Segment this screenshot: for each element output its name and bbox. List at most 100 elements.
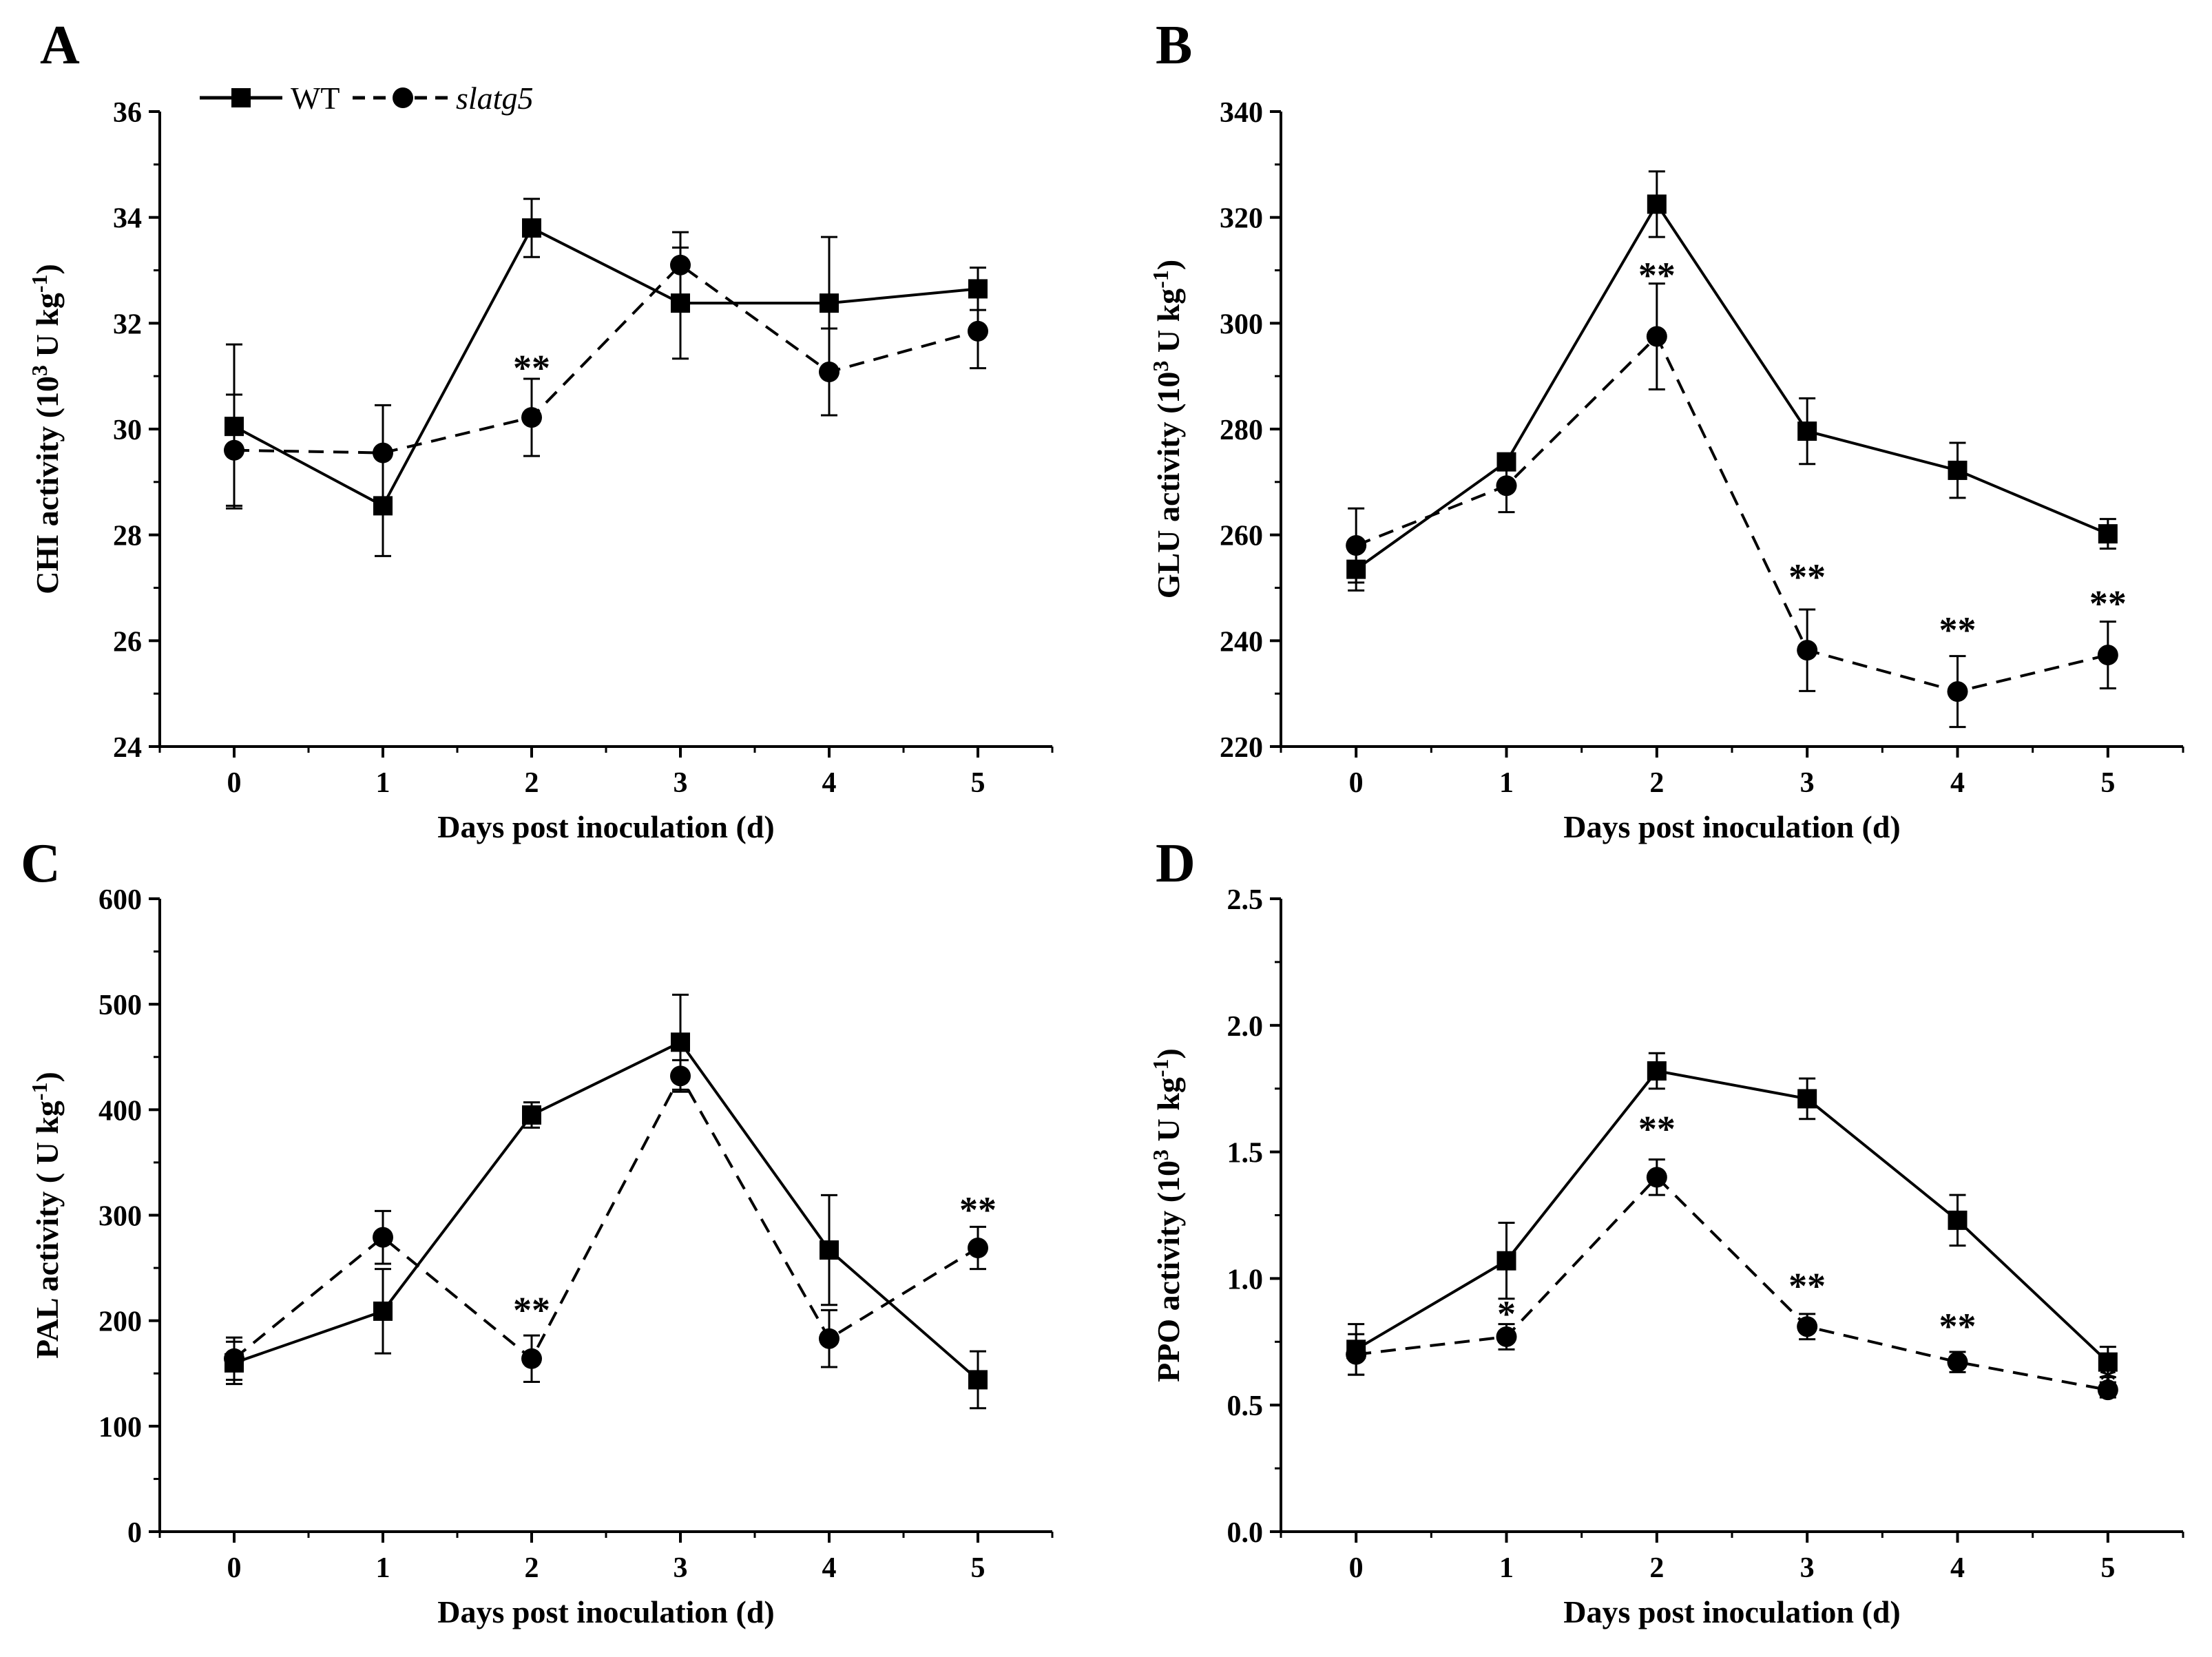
significance-label: ** bbox=[1788, 1265, 1826, 1306]
panel-letter-d: D bbox=[1156, 833, 1196, 894]
y-tick-label: 0 bbox=[127, 1517, 142, 1549]
data-point-wt bbox=[820, 1240, 839, 1260]
y-axis-title: PAL activity ( U kg-1) bbox=[27, 1072, 65, 1359]
x-tick-label: 0 bbox=[227, 1552, 242, 1584]
data-point-mutant bbox=[1496, 1326, 1517, 1347]
legend-mutant-marker bbox=[393, 87, 413, 108]
y-tick-label: 30 bbox=[113, 415, 142, 446]
y-tick-label: 300 bbox=[98, 1201, 142, 1233]
y-tick-label: 260 bbox=[1220, 521, 1263, 552]
x-tick-label: 3 bbox=[1800, 1552, 1815, 1584]
data-point-wt bbox=[1797, 421, 1817, 441]
y-tick-label: 340 bbox=[1220, 97, 1263, 129]
x-tick-label: 4 bbox=[1950, 1552, 1965, 1584]
significance-label: ** bbox=[1939, 1306, 1976, 1347]
x-axis-title: Days post inoculation (d) bbox=[437, 1594, 774, 1629]
data-point-mutant bbox=[1346, 1344, 1367, 1365]
x-tick-label: 4 bbox=[822, 767, 837, 799]
series-line-wt bbox=[1355, 201, 2109, 571]
significance-label: * bbox=[1497, 1293, 1516, 1335]
x-tick-label: 3 bbox=[1800, 767, 1815, 799]
legend: WT slatg5 bbox=[200, 81, 533, 116]
x-tick-label: 5 bbox=[971, 1552, 985, 1584]
x-tick-label: 0 bbox=[227, 767, 242, 799]
x-tick-label: 4 bbox=[822, 1552, 837, 1584]
y-axis-title: PPO activity (103 U kg-1) bbox=[1148, 1048, 1186, 1382]
panel-letter-b: B bbox=[1156, 15, 1192, 76]
series-line-mutant bbox=[1355, 334, 2109, 694]
series-line-mutant bbox=[1355, 1175, 2109, 1392]
y-tick-label: 36 bbox=[113, 97, 142, 129]
data-point-wt bbox=[968, 1370, 988, 1390]
y-tick-label: 32 bbox=[113, 309, 142, 340]
y-tick-label: 200 bbox=[98, 1306, 142, 1338]
data-point-wt bbox=[1496, 1251, 1516, 1271]
y-tick-label: 220 bbox=[1220, 732, 1263, 764]
significance-label: ** bbox=[513, 1289, 550, 1331]
legend-mutant-label: slatg5 bbox=[456, 81, 533, 116]
x-tick-label: 2 bbox=[525, 767, 539, 799]
data-point-mutant bbox=[1797, 1316, 1818, 1337]
significance-label: ** bbox=[959, 1189, 997, 1231]
data-point-mutant bbox=[968, 1237, 988, 1258]
x-tick-label: 1 bbox=[376, 1552, 390, 1584]
data-point-wt bbox=[1797, 1089, 1817, 1109]
x-tick-label: 5 bbox=[2100, 1552, 2115, 1584]
data-point-mutant bbox=[2097, 1379, 2118, 1401]
y-tick-label: 300 bbox=[1220, 309, 1263, 340]
significance-label: ** bbox=[1939, 609, 1976, 651]
significance-label: ** bbox=[1638, 1109, 1676, 1150]
data-point-mutant bbox=[1346, 535, 1367, 556]
x-tick-label: 2 bbox=[1649, 767, 1664, 799]
y-tick-label: 400 bbox=[98, 1095, 142, 1127]
data-point-mutant bbox=[1646, 326, 1667, 347]
data-point-wt bbox=[373, 1301, 393, 1321]
significance-label: * bbox=[2098, 1359, 2117, 1400]
x-tick-label: 3 bbox=[674, 1552, 688, 1584]
data-point-mutant bbox=[1797, 640, 1818, 661]
x-axis-title: Days post inoculation (d) bbox=[437, 809, 774, 844]
data-point-mutant bbox=[819, 1328, 839, 1349]
x-tick-label: 1 bbox=[1499, 1552, 1514, 1584]
y-tick-label: 320 bbox=[1220, 203, 1263, 235]
y-tick-label: 2.0 bbox=[1227, 1011, 1264, 1043]
data-point-wt bbox=[522, 218, 541, 238]
y-tick-label: 28 bbox=[113, 521, 142, 552]
y-tick-label: 600 bbox=[98, 884, 142, 916]
data-point-wt bbox=[820, 293, 839, 313]
panel-letter-c: C bbox=[21, 833, 61, 894]
x-tick-label: 5 bbox=[971, 767, 985, 799]
data-point-mutant bbox=[373, 1227, 393, 1248]
legend-wt-label: WT bbox=[291, 81, 340, 116]
panel-c: C 0 100 200 300 400 500 600 0 1 2 3 4 5 Days post ino… bbox=[21, 833, 1054, 1629]
x-tick-label: 1 bbox=[376, 767, 390, 799]
x-tick-label: 1 bbox=[1499, 767, 1514, 799]
y-tick-label: 1.0 bbox=[1227, 1264, 1264, 1295]
data-point-mutant bbox=[1646, 1167, 1667, 1188]
y-tick-label: 1.5 bbox=[1227, 1138, 1264, 1169]
significance-label: ** bbox=[513, 348, 550, 389]
y-tick-label: 24 bbox=[113, 732, 142, 764]
x-tick-label: 3 bbox=[674, 767, 688, 799]
data-point-wt bbox=[1647, 1061, 1667, 1081]
data-point-mutant bbox=[670, 1065, 691, 1087]
data-point-wt bbox=[1647, 194, 1667, 214]
data-point-wt bbox=[522, 1105, 541, 1125]
x-axis-title: Days post inoculation (d) bbox=[1563, 1594, 1900, 1629]
y-tick-label: 100 bbox=[98, 1412, 142, 1444]
data-point-mutant bbox=[1947, 1351, 1968, 1373]
series-line-mutant bbox=[233, 1073, 979, 1361]
x-tick-label: 2 bbox=[1649, 1552, 1664, 1584]
data-point-mutant bbox=[670, 254, 691, 275]
y-axis-title: GLU activity (103 U kg-1) bbox=[1148, 260, 1186, 598]
data-point-mutant bbox=[224, 439, 244, 461]
y-axis-title: CHI activity (103 U kg-1) bbox=[27, 264, 65, 594]
data-point-mutant bbox=[2097, 645, 2118, 666]
y-tick-label: 500 bbox=[98, 990, 142, 1021]
series-line-wt bbox=[1355, 1069, 2109, 1364]
data-point-mutant bbox=[521, 1348, 542, 1369]
y-tick-label: 280 bbox=[1220, 415, 1263, 446]
significance-label: ** bbox=[1788, 556, 1826, 598]
data-point-mutant bbox=[373, 442, 393, 463]
